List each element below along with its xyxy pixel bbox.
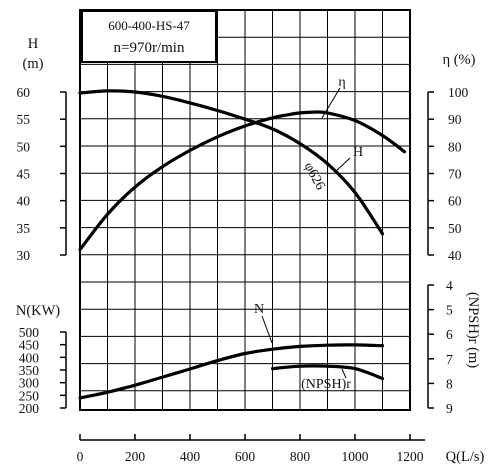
power-label-leader [261,315,273,344]
head-tick-label: 35 [17,221,31,236]
npsh-curve-label: (NPSH)r [301,377,351,392]
efficiency-curve [78,110,407,252]
efficiency-axis-title: η (%) [443,52,476,68]
x-tick-label: 400 [180,449,201,464]
curves-layer [78,89,407,400]
npsh-axis-title: (NPSH)r (m) [465,292,481,368]
head-curve-label: H [353,145,363,160]
eta-curve-label: η [338,75,345,90]
power-curve [78,343,385,400]
x-tick-label: 1200 [397,449,424,464]
x-tick-label: 600 [235,449,256,464]
power-axis-title: N(KW) [16,303,60,319]
npsh-tick-label: 5 [446,303,453,318]
tick-labels: 6055504540353050045040035030025020010090… [17,85,469,464]
power-tick-label: 250 [19,388,40,403]
chart-grid [79,9,411,411]
eta-label-leader [321,87,341,119]
efficiency-tick-label: 50 [448,221,462,236]
head-axis-title: H [28,36,39,52]
head-tick-label: 50 [17,139,31,154]
power-tick-label: 200 [19,401,40,416]
power-tick-label: 400 [19,350,40,365]
npsh-tick-label: 8 [446,376,453,391]
head-label-leader [334,157,351,173]
speed-label: n=970r/min [114,40,185,56]
head-curve [78,89,385,236]
power-tick-label: 500 [19,325,40,340]
model-box [81,10,217,63]
chart-axes [60,91,434,441]
npsh-tick-label: 7 [446,352,453,367]
x-tick-label: 0 [77,449,84,464]
efficiency-tick-label: 80 [448,139,462,154]
power-tick-label: 350 [19,363,40,378]
npsh-curve [270,364,385,381]
npsh-tick-label: 9 [446,401,453,416]
npsh-label-leader [341,368,347,379]
model-label: 600-400-HS-47 [108,18,190,33]
npsh-tick-label: 4 [446,278,453,293]
head-tick-label: 55 [17,112,31,127]
npsh-tick-label: 6 [446,327,453,342]
plot-frame [79,9,411,411]
head-axis-unit: (m) [23,56,44,72]
efficiency-tick-label: 60 [448,194,462,209]
efficiency-tick-label: 100 [448,85,469,100]
head-tick-label: 45 [17,167,31,182]
power-curve-label: N [254,302,264,317]
impeller-diameter-label: φ626 [301,160,328,193]
x-axis-title: Q(L/s) [446,449,485,465]
power-tick-label: 300 [19,376,40,391]
efficiency-tick-label: 70 [448,167,462,182]
head-tick-label: 40 [17,194,31,209]
head-tick-label: 30 [17,248,31,263]
efficiency-tick-label: 40 [448,248,462,263]
x-tick-label: 800 [290,449,311,464]
head-tick-label: 60 [17,85,31,100]
x-tick-label: 200 [125,449,146,464]
power-tick-label: 450 [19,338,40,353]
efficiency-tick-label: 90 [448,112,462,127]
x-tick-label: 1000 [342,449,369,464]
